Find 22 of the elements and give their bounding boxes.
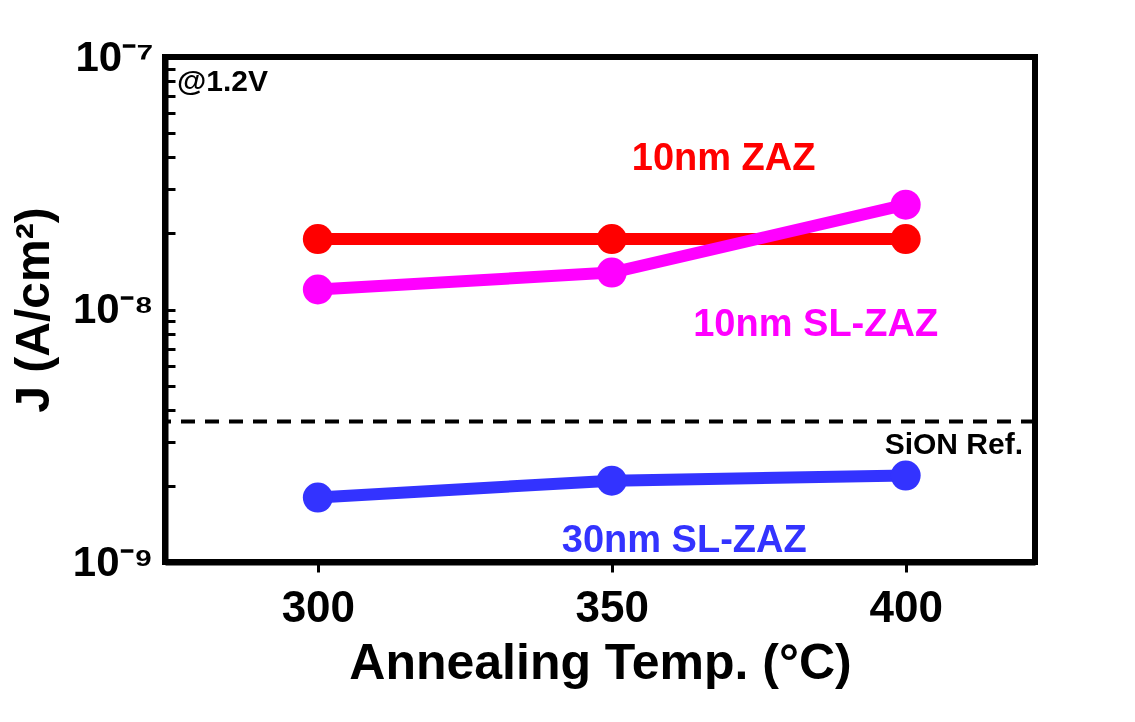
y-axis-title: J (A/cm²): [5, 207, 59, 413]
point: [596, 224, 627, 255]
series-label: 30nm SL-ZAZ: [561, 517, 807, 560]
y-tick-label: 10⁻⁸: [72, 285, 154, 332]
point: [302, 274, 333, 305]
annotation: @1.2V: [177, 64, 268, 97]
point: [596, 257, 627, 288]
series-label: 10nm SL-ZAZ: [693, 301, 939, 344]
y-tick-label: 10⁻⁷: [75, 32, 154, 80]
point: [596, 465, 627, 496]
y-tick-label: 10⁻⁹: [72, 537, 154, 585]
point: [890, 224, 921, 255]
x-tick-label: 350: [575, 581, 649, 631]
x-tick-label: 300: [281, 581, 356, 631]
point: [890, 460, 921, 491]
point: [302, 224, 333, 255]
point: [890, 189, 921, 220]
ref-line-label: SiON Ref.: [884, 426, 1023, 460]
x-axis-title: Annealing Temp. (°C): [349, 633, 852, 690]
point: [302, 482, 333, 513]
series-label: 10nm ZAZ: [631, 136, 816, 179]
x-tick-label: 400: [869, 581, 943, 631]
